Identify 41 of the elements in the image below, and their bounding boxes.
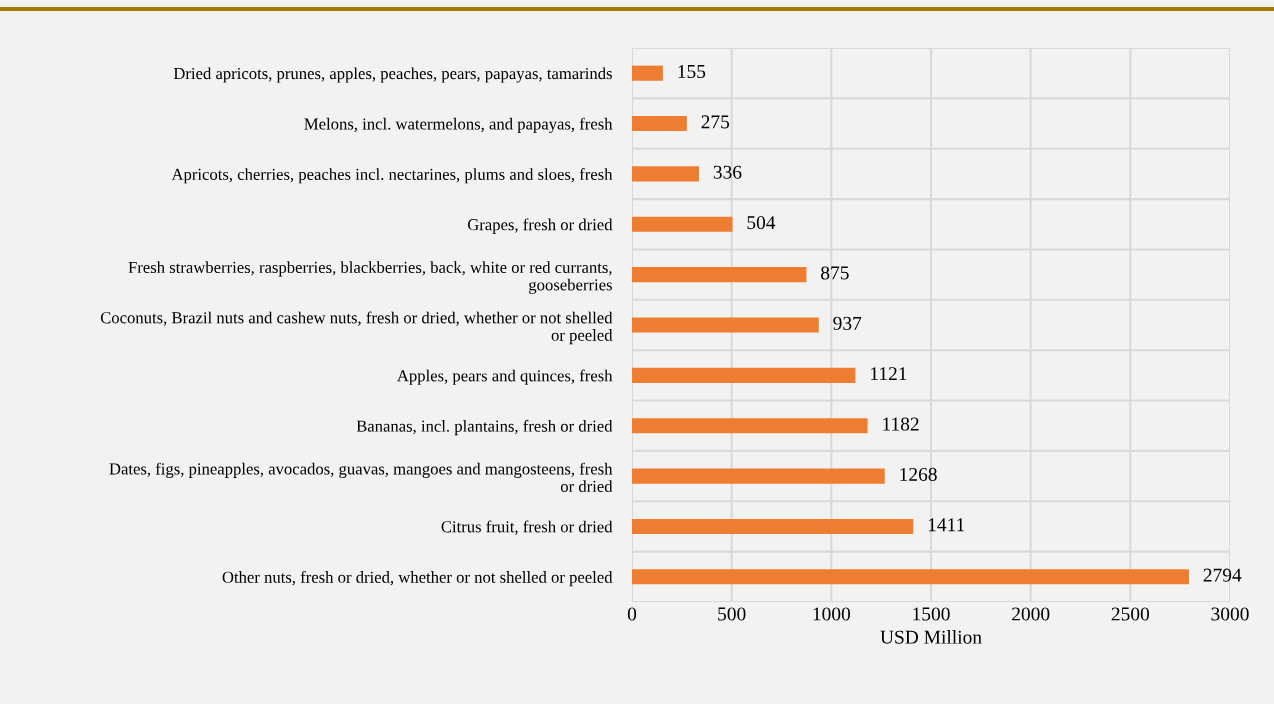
data-label: 275 [701,115,730,129]
x-tick-label: 2500 [1111,607,1150,621]
x-tick-label: 0 [627,607,637,621]
x-axis-title: USD Million [880,630,982,644]
data-label: 1411 [928,518,965,532]
data-label: 336 [713,165,742,179]
bar [632,468,885,484]
x-tick-label: 1500 [913,607,950,621]
y-tick-label: Grapes, fresh or dried [467,218,613,234]
data-label: 1121 [871,367,907,381]
bar [632,166,699,182]
data-label: 875 [821,266,849,280]
y-tick-label: Dried apricots, prunes, apples, peaches, pears, papayas, tamarinds [173,67,612,83]
y-tick-label: Other nuts, fresh or dried, whether or not shelled or peeled [222,570,613,587]
y-tick-label: Bananas, incl. plantains, fresh or dried [356,419,613,436]
y-tick-label: Apples, pears and quinces, fresh [397,369,613,385]
y-tick-label: Fresh strawberries, raspberries, blackberries, back, white or red currants, gooseberries [128,261,612,294]
data-label: 1268 [900,467,937,481]
bar [632,317,819,333]
x-tick-label: 1000 [813,607,851,621]
bar [632,418,868,434]
x-tick-label: 500 [718,607,746,621]
y-tick-label: Melons, incl. watermelons, and papayas, fresh [304,117,613,134]
data-label: 2794 [1203,568,1242,582]
data-label: 504 [747,216,776,230]
bar [632,518,914,535]
y-tick-label: Apricots, cherries, peaches incl. nectarines, plums and sloes, fresh [171,168,613,184]
y-tick-label: Coconuts, Brazil nuts and cashew nuts, fresh or dried, whether or not shelled or peeled [100,311,613,345]
bar [632,367,856,383]
bar [632,267,807,283]
x-tick-label: 3000 [1211,607,1249,621]
y-tick-label: Citrus fruit, fresh or dried [441,520,613,535]
data-label: 1182 [883,417,919,431]
data-label: 937 [833,316,862,330]
y-tick-label: Dates, figs, pineapples, avocados, guavas, mangoes and mangosteens, fresh or dried [109,462,613,493]
bar [632,115,687,132]
bar [632,216,733,232]
data-label: 155 [678,65,706,79]
bar [632,569,1189,585]
bar [632,65,663,81]
x-tick-label: 2000 [1012,607,1050,621]
